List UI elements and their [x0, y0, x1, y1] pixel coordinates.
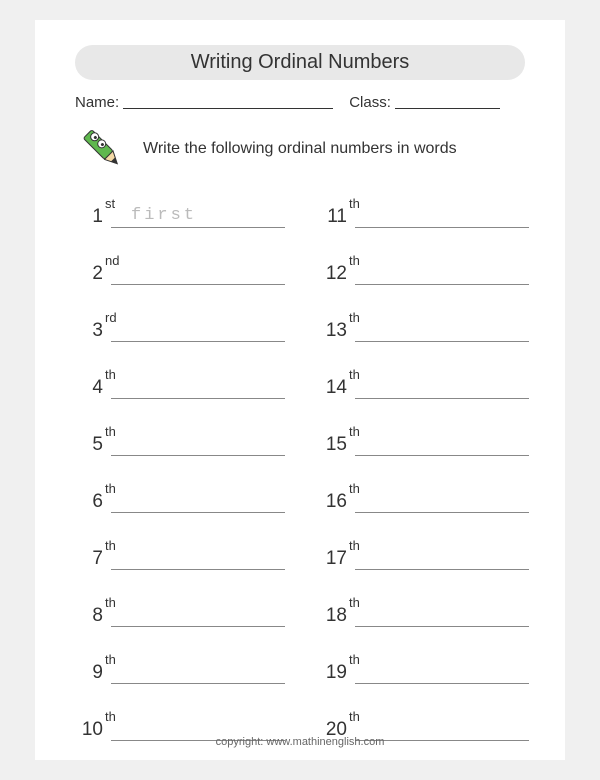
worksheet-title: Writing Ordinal Numbers: [75, 45, 525, 80]
list-item: 2nd: [71, 253, 285, 285]
worksheet-page: Writing Ordinal Numbers Name: Class: Wri…: [35, 20, 565, 760]
ordinal-number: 16th: [315, 491, 349, 513]
answer-line[interactable]: [355, 434, 529, 456]
list-item: 14th: [315, 367, 529, 399]
list-item: 19th: [315, 652, 529, 684]
list-item: 3rd: [71, 310, 285, 342]
pencil-icon: [75, 127, 127, 170]
example-answer: first: [131, 206, 197, 225]
ordinal-number: 9th: [71, 662, 105, 684]
list-item: 11th: [315, 196, 529, 228]
answer-line[interactable]: [111, 434, 285, 456]
list-item: 9th: [71, 652, 285, 684]
ordinal-number: 19th: [315, 662, 349, 684]
answer-line[interactable]: [111, 377, 285, 399]
answer-line[interactable]: [111, 548, 285, 570]
answer-line[interactable]: [355, 491, 529, 513]
ordinal-number: 4th: [71, 377, 105, 399]
ordinal-number: 6th: [71, 491, 105, 513]
answer-line[interactable]: [355, 605, 529, 627]
list-item: 7th: [71, 538, 285, 570]
answer-line[interactable]: [111, 605, 285, 627]
ordinal-number: 15th: [315, 434, 349, 456]
instruction-row: Write the following ordinal numbers in w…: [65, 127, 535, 170]
ordinal-number: 8th: [71, 605, 105, 627]
answer-line[interactable]: [355, 263, 529, 285]
ordinal-number: 5th: [71, 434, 105, 456]
answer-line[interactable]: [111, 263, 285, 285]
name-input-line[interactable]: [123, 94, 333, 109]
list-item: 1st first: [71, 196, 285, 228]
answer-line[interactable]: [111, 662, 285, 684]
ordinal-number: 18th: [315, 605, 349, 627]
ordinal-number: 14th: [315, 377, 349, 399]
name-label: Name:: [75, 94, 119, 111]
class-label: Class:: [349, 94, 391, 111]
meta-row: Name: Class:: [65, 94, 535, 111]
list-item: 5th: [71, 424, 285, 456]
class-input-line[interactable]: [395, 94, 500, 109]
list-item: 8th: [71, 595, 285, 627]
answer-line[interactable]: [111, 320, 285, 342]
answer-line[interactable]: [355, 206, 529, 228]
answer-line[interactable]: [355, 320, 529, 342]
list-item: 13th: [315, 310, 529, 342]
answer-line[interactable]: [355, 548, 529, 570]
left-column: 1st first 2nd 3rd 4th 5th 6th: [71, 196, 285, 741]
list-item: 16th: [315, 481, 529, 513]
exercise-grid: 1st first 2nd 3rd 4th 5th 6th: [65, 196, 535, 741]
answer-line[interactable]: [111, 491, 285, 513]
ordinal-number: 7th: [71, 548, 105, 570]
answer-line[interactable]: [355, 662, 529, 684]
answer-line[interactable]: first: [111, 206, 285, 228]
ordinal-number: 17th: [315, 548, 349, 570]
list-item: 4th: [71, 367, 285, 399]
ordinal-number: 1st: [71, 206, 105, 228]
answer-line[interactable]: [355, 377, 529, 399]
ordinal-number: 3rd: [71, 320, 105, 342]
ordinal-number: 2nd: [71, 263, 105, 285]
ordinal-number: 12th: [315, 263, 349, 285]
list-item: 17th: [315, 538, 529, 570]
ordinal-number: 13th: [315, 320, 349, 342]
list-item: 18th: [315, 595, 529, 627]
right-column: 11th 12th 13th 14th 15th 16th: [315, 196, 529, 741]
instruction-text: Write the following ordinal numbers in w…: [143, 140, 457, 158]
list-item: 6th: [71, 481, 285, 513]
list-item: 15th: [315, 424, 529, 456]
ordinal-number: 11th: [315, 206, 349, 228]
copyright-text: copyright: www.mathinenglish.com: [35, 736, 565, 748]
list-item: 12th: [315, 253, 529, 285]
